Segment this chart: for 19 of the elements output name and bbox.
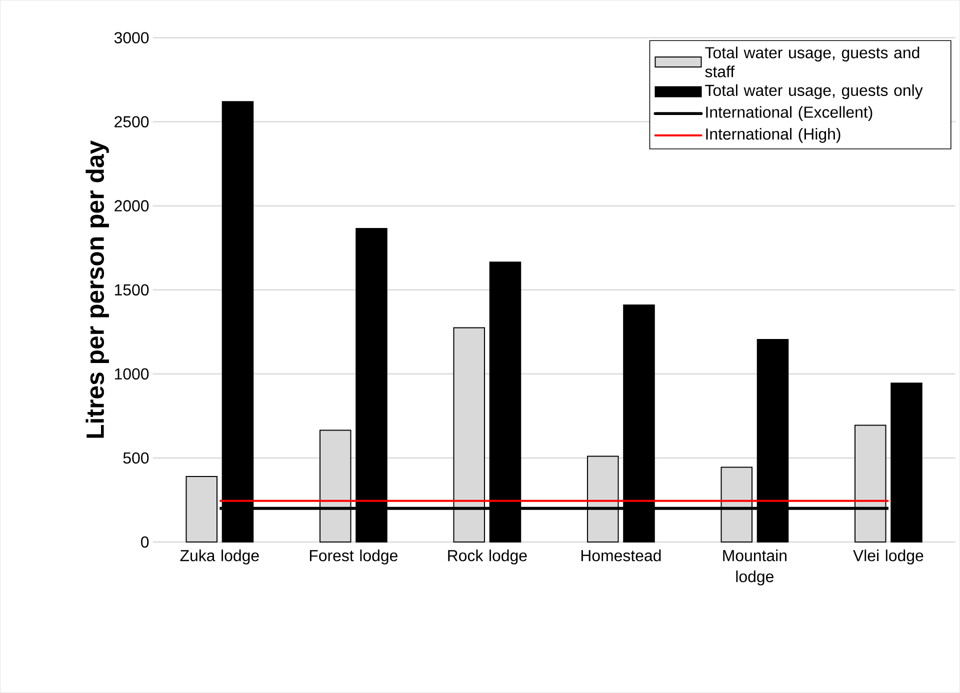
- legend-label: Total water usage, guests only: [705, 84, 923, 100]
- y-tick-label: 2500: [114, 116, 149, 128]
- x-tick-label: Vlei lodge: [853, 550, 924, 565]
- x-tick-label: Homestead: [581, 550, 661, 562]
- x-tick-label: Forest lodge: [310, 550, 398, 565]
- y-tick-label: 500: [123, 452, 149, 464]
- y-tick-label: 1500: [115, 284, 149, 296]
- legend-label: Total water usage, guests and staff: [705, 46, 920, 78]
- x-tick-label: Mountain lodge: [723, 550, 786, 586]
- bar: [890, 382, 922, 543]
- y-axis-title: Litres per person per day: [86, 140, 109, 438]
- y-tick-label: 0: [141, 536, 149, 548]
- y-tick-label: 3000: [114, 32, 149, 44]
- x-tick-label: Rock lodge: [448, 550, 527, 565]
- x-tick-label: Zuka lodge: [180, 550, 259, 565]
- y-tick-label: 1000: [115, 368, 149, 380]
- legend-label: International (Excellent): [706, 106, 872, 122]
- legend-label: International (High): [706, 128, 840, 143]
- y-tick-label: 2000: [114, 200, 149, 212]
